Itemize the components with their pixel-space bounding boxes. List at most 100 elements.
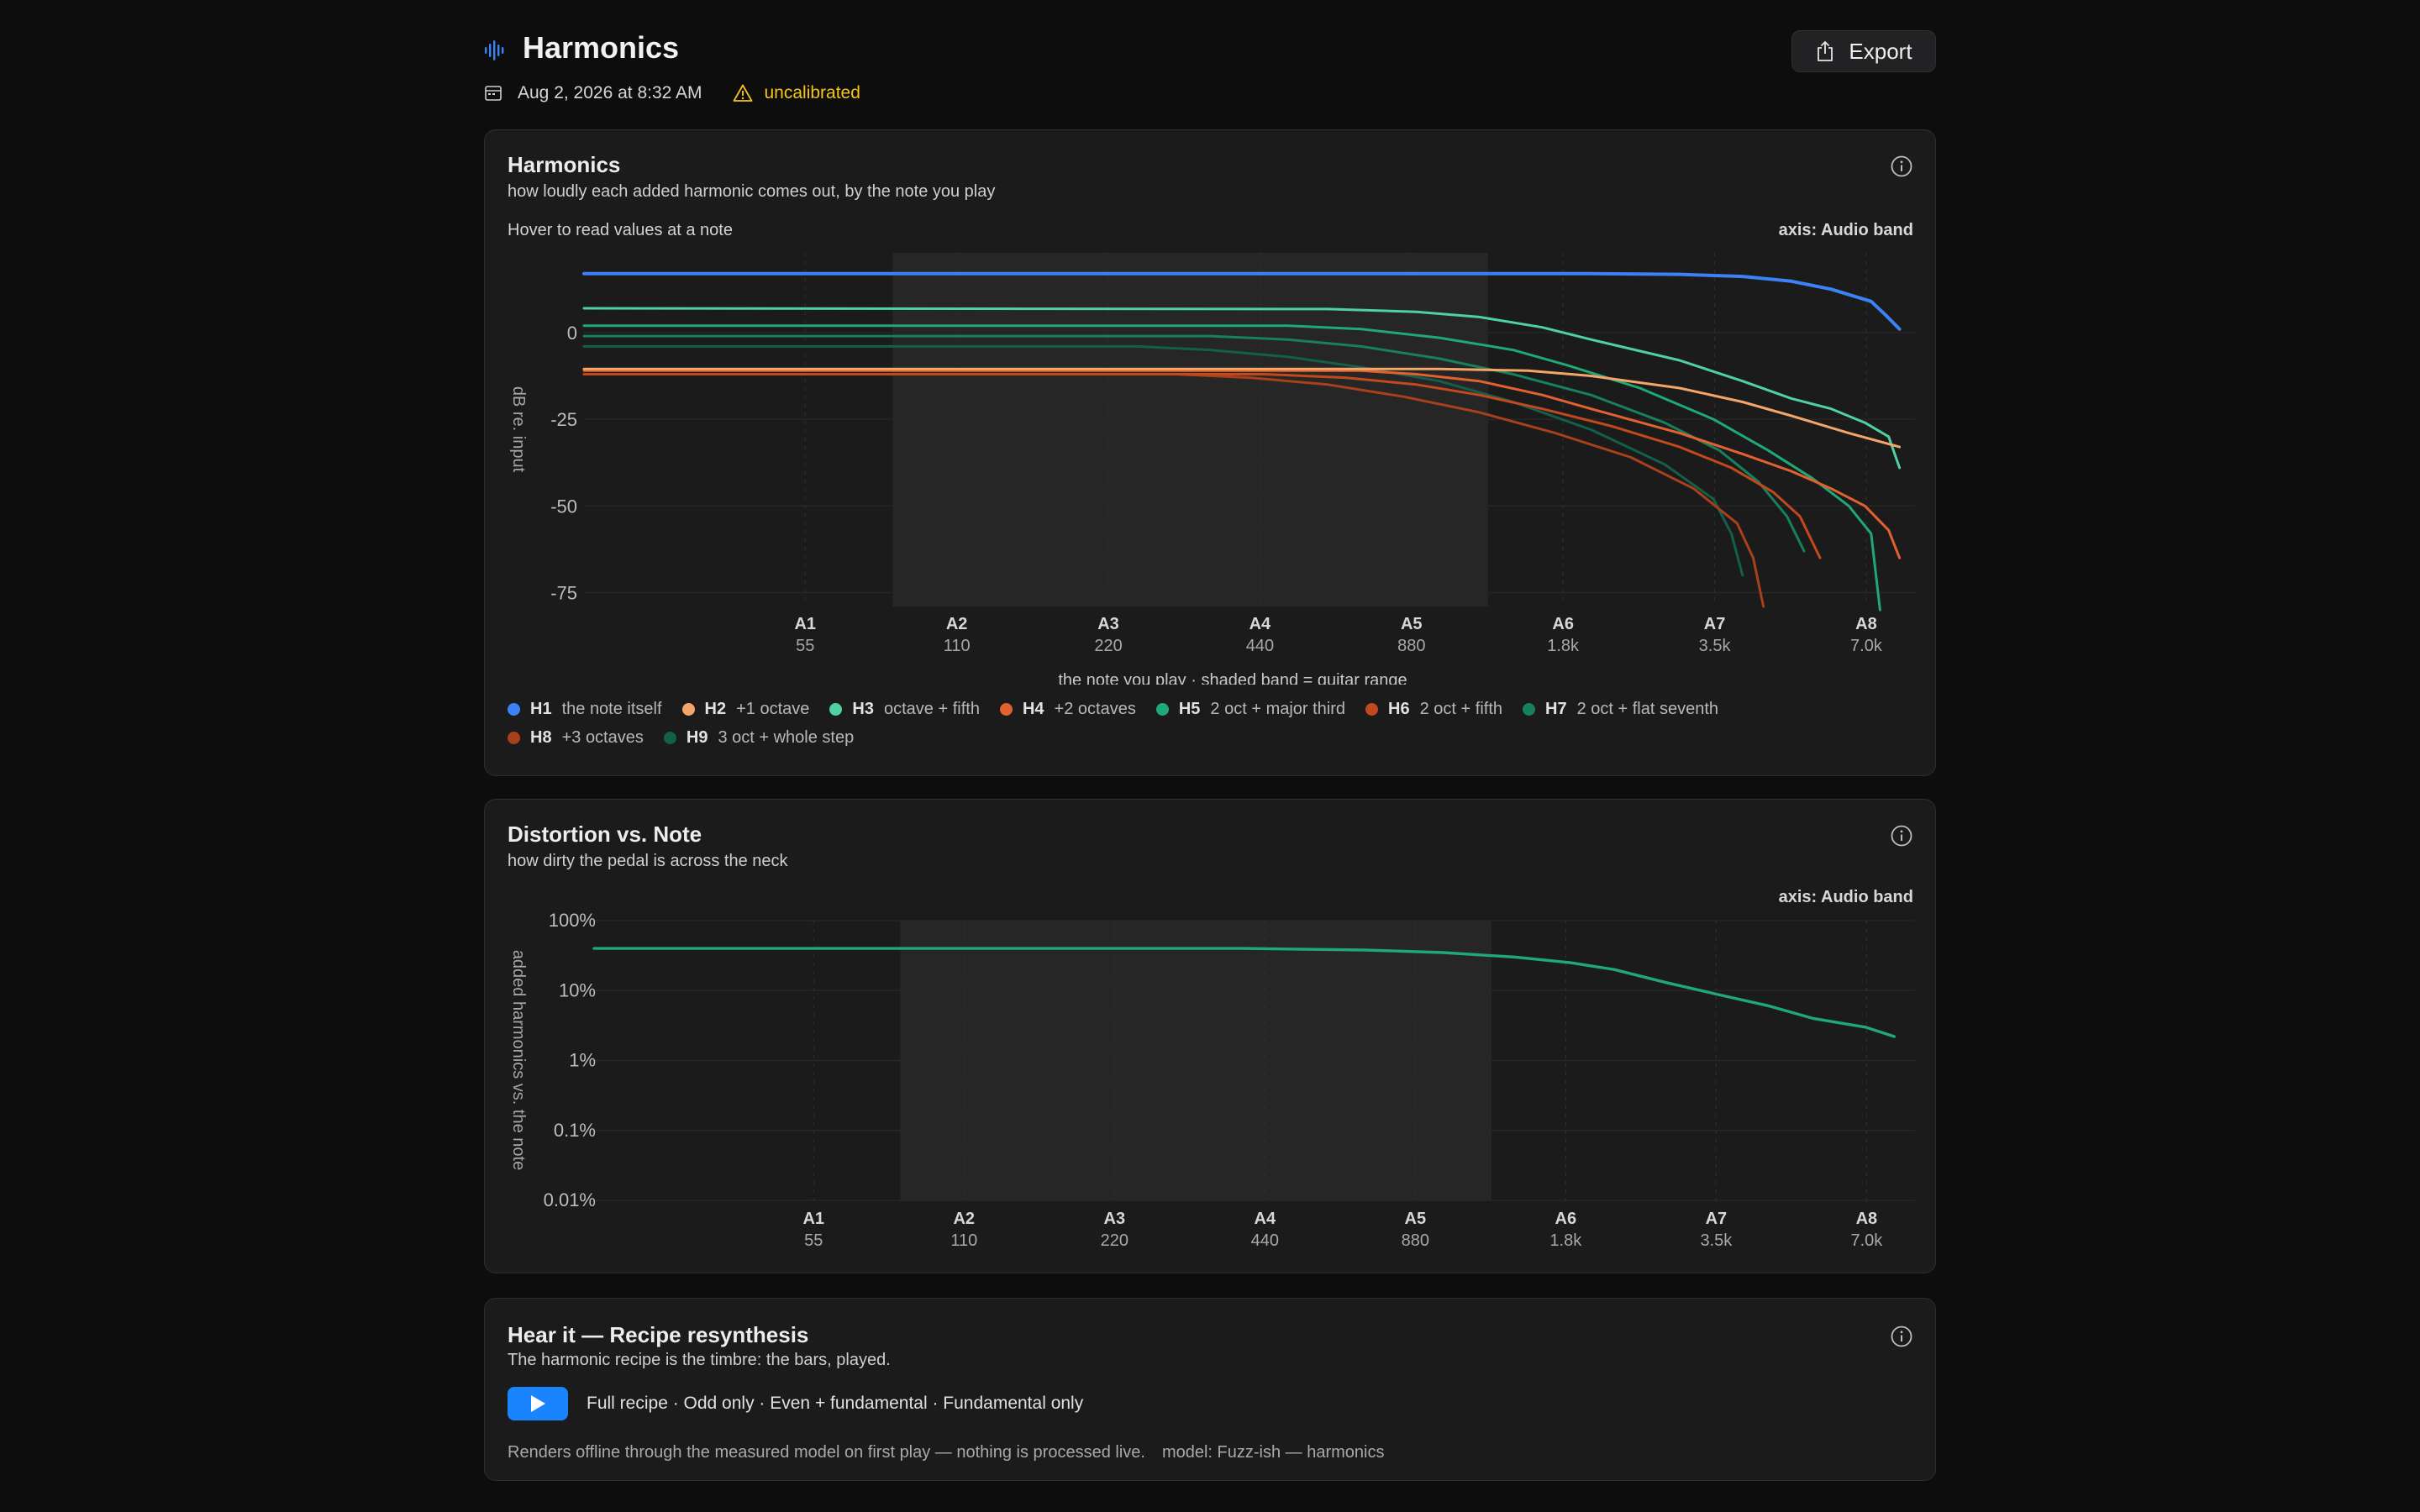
legend-series-desc: +3 octaves (561, 727, 644, 747)
legend-series-desc: 2 oct + major third (1210, 699, 1346, 718)
series-line-h6 (582, 373, 1822, 559)
x-tick-freq: 440 (1251, 1231, 1279, 1250)
x-tick-freq: 1.8k (1547, 637, 1580, 655)
distortion-card-subtitle: how dirty the pedal is across the neck (508, 852, 788, 870)
guitar-range-band (892, 253, 1489, 606)
recipe-mode-list[interactable]: Full recipe · Odd only · Even + fundamen… (587, 1394, 1084, 1413)
y-tick-label: 0 (567, 323, 577, 344)
play-icon (531, 1395, 545, 1412)
export-label: Export (1849, 38, 1912, 64)
x-tick-freq: 110 (944, 637, 971, 655)
x-tick-note: A5 (1405, 1210, 1427, 1228)
x-tick-freq: 3.5k (1699, 637, 1732, 655)
x-tick-freq: 440 (1246, 637, 1274, 655)
legend-series-name: H2 (704, 699, 727, 718)
series-line-h5 (582, 324, 1881, 612)
axis-selector[interactable]: axis: Audio band (1778, 888, 1913, 906)
legend-series-name: H1 (530, 699, 552, 718)
render-note: Renders offline through the measured mod… (508, 1443, 1145, 1462)
x-tick-note: A6 (1552, 615, 1574, 633)
x-tick-freq: 880 (1402, 1231, 1429, 1250)
legend-series-desc: +2 octaves (1054, 699, 1136, 718)
legend-item-h3[interactable]: H3 octave + fifth (829, 700, 980, 719)
series-line-h9 (582, 344, 1744, 577)
y-tick-label: 10% (559, 979, 596, 1000)
capture-date: Aug 2, 2026 at 8:32 AM (518, 83, 702, 102)
distortion-series-line (592, 947, 1897, 1038)
legend-series-desc: 2 oct + flat seventh (1576, 699, 1719, 718)
x-tick-note: A7 (1704, 615, 1726, 633)
legend-row: H8 +3 octaves H9 3 oct + whole step (508, 723, 1919, 752)
series-line-h1 (582, 271, 1902, 331)
harmonics-card-subtitle: how loudly each added harmonic comes out… (508, 182, 996, 201)
export-button[interactable]: Export (1791, 30, 1936, 72)
x-tick-note: A1 (802, 1210, 824, 1228)
play-button[interactable] (508, 1387, 568, 1420)
harmonics-chart[interactable]: 0 -25 -50 -75 A1 55 A2 110 A3 220 A4 440 A5 880 A6 1.8k… (485, 130, 1937, 685)
legend-series-desc: +1 octave (736, 699, 810, 718)
x-tick-note: A6 (1555, 1210, 1577, 1228)
resynthesis-card-title: Hear it — Recipe resynthesis (508, 1322, 809, 1347)
legend-item-h5[interactable]: H5 2 oct + major third (1155, 699, 1346, 719)
legend-item-h2[interactable]: H2 +1 octave (681, 699, 810, 719)
info-icon[interactable] (1890, 824, 1913, 848)
legend-item-h4[interactable]: H4 +2 octaves (999, 699, 1136, 719)
legend-swatch (1155, 702, 1169, 716)
x-tick-freq: 220 (1101, 1231, 1128, 1250)
legend-series-desc: octave + fifth (884, 699, 980, 718)
distortion-chart[interactable]: 100% 10% 1% 0.1% 0.01% A1 55 A2 110 A3 220 A4 440 A5 8… (485, 800, 1937, 1270)
x-tick-note: A1 (794, 615, 816, 633)
x-tick-note: A5 (1401, 615, 1423, 633)
series-line-h8 (582, 373, 1765, 608)
legend-swatch (508, 731, 520, 744)
x-tick-freq: 110 (950, 1231, 977, 1250)
harmonics-card-title: Harmonics (508, 152, 621, 177)
y-tick-label: 0.01% (544, 1189, 596, 1210)
x-tick-note: A4 (1255, 1210, 1276, 1228)
legend-series-desc: 2 oct + fifth (1419, 699, 1503, 718)
legend-series-name: H3 (852, 699, 874, 718)
y-tick-label: -50 (550, 496, 577, 517)
info-icon[interactable] (1890, 1325, 1913, 1348)
x-tick-note: A2 (946, 615, 968, 633)
calendar-icon (485, 86, 502, 101)
legend-item-h7[interactable]: H7 2 oct + flat seventh (1523, 700, 1718, 719)
y-tick-label: 0.1% (554, 1120, 596, 1141)
x-tick-freq: 880 (1397, 637, 1425, 655)
x-axis-caption: the note you play · shaded band = guitar… (1058, 671, 1407, 685)
model-label: model: Fuzz-ish — harmonics (1161, 1443, 1385, 1462)
legend-series-name: H4 (1022, 699, 1044, 718)
x-tick-note: A4 (1249, 615, 1271, 633)
y-tick-label: 1% (569, 1050, 596, 1071)
legend-item-h8[interactable]: H8 +3 octaves (508, 728, 644, 748)
legend-item-h6[interactable]: H6 2 oct + fifth (1365, 700, 1502, 719)
legend-series-name: H7 (1545, 699, 1567, 718)
legend-series-name: H6 (1388, 699, 1410, 718)
page: Harmonics Aug 2, 2026 at 8:32 AM uncalib… (484, 0, 1936, 1512)
x-tick-note: A3 (1097, 615, 1119, 633)
series-line-h3 (582, 307, 1902, 470)
legend-swatch (1365, 702, 1379, 716)
x-tick-freq: 220 (1094, 637, 1122, 655)
calibration-status: uncalibrated (764, 83, 860, 102)
y-tick-label: 100% (549, 910, 596, 931)
legend-item-h9[interactable]: H9 3 oct + whole step (663, 728, 854, 748)
page-title: Harmonics (523, 30, 680, 65)
render-footnote: Renders offline through the measured mod… (508, 1443, 1384, 1462)
resynthesis-card: Hear it — Recipe resynthesis The harmoni… (484, 1298, 1936, 1481)
x-tick-freq: 3.5k (1700, 1231, 1733, 1250)
x-tick-freq: 1.8k (1549, 1231, 1582, 1250)
distortion-card-title: Distortion vs. Note (508, 822, 702, 847)
legend-series-desc: the note itself (561, 699, 662, 718)
info-icon[interactable] (1890, 155, 1913, 178)
x-tick-freq: 7.0k (1850, 637, 1883, 655)
legend-series-name: H8 (530, 727, 552, 747)
warning-triangle-icon (733, 84, 752, 102)
x-tick-note: A8 (1855, 615, 1877, 633)
legend-swatch (999, 702, 1013, 716)
axis-selector[interactable]: axis: Audio band (1778, 221, 1913, 239)
x-tick-freq: 55 (804, 1231, 823, 1250)
share-icon (1818, 40, 1833, 61)
legend-item-h1[interactable]: H1 the note itself (508, 700, 662, 719)
harmonics-legend: H1 the note itself H2 +1 octave H3 octave + f… (508, 695, 1919, 752)
